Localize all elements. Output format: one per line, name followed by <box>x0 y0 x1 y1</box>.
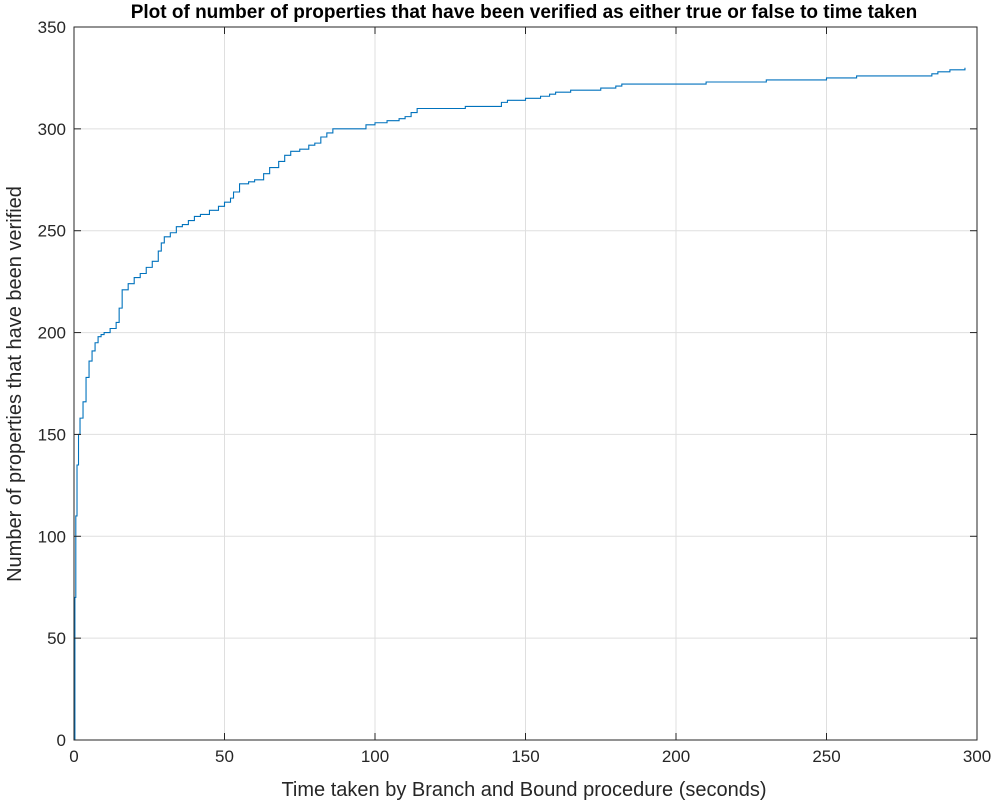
tick-marks <box>73 26 978 741</box>
series-layer <box>74 67 966 741</box>
x-tick-label: 200 <box>662 747 690 766</box>
x-axis-title: Time taken by Branch and Bound procedure… <box>281 779 766 801</box>
x-tick-label: 50 <box>215 747 234 766</box>
series-line <box>74 67 966 741</box>
y-tick-labels: 0 50 100 150 200 250 300 350 <box>38 18 66 750</box>
y-tick-label: 300 <box>38 120 66 139</box>
y-tick-label: 250 <box>38 222 66 241</box>
y-tick-label: 350 <box>38 18 66 37</box>
y-tick-label: 0 <box>57 731 66 750</box>
y-axis-title: Number of properties that have been veri… <box>4 186 26 582</box>
x-tick-label: 300 <box>963 747 991 766</box>
y-tick-label: 150 <box>38 425 66 444</box>
x-tick-label: 150 <box>511 747 539 766</box>
x-tick-label: 250 <box>812 747 840 766</box>
grid-lines <box>73 26 978 741</box>
y-tick-label: 100 <box>38 527 66 546</box>
x-tick-labels: 0 50 100 150 200 250 300 <box>69 747 991 766</box>
chart-title: Plot of number of properties that have b… <box>131 2 918 23</box>
x-tick-label: 0 <box>69 747 78 766</box>
y-tick-label: 50 <box>47 629 66 648</box>
y-tick-label: 200 <box>38 324 66 343</box>
x-tick-label: 100 <box>361 747 389 766</box>
